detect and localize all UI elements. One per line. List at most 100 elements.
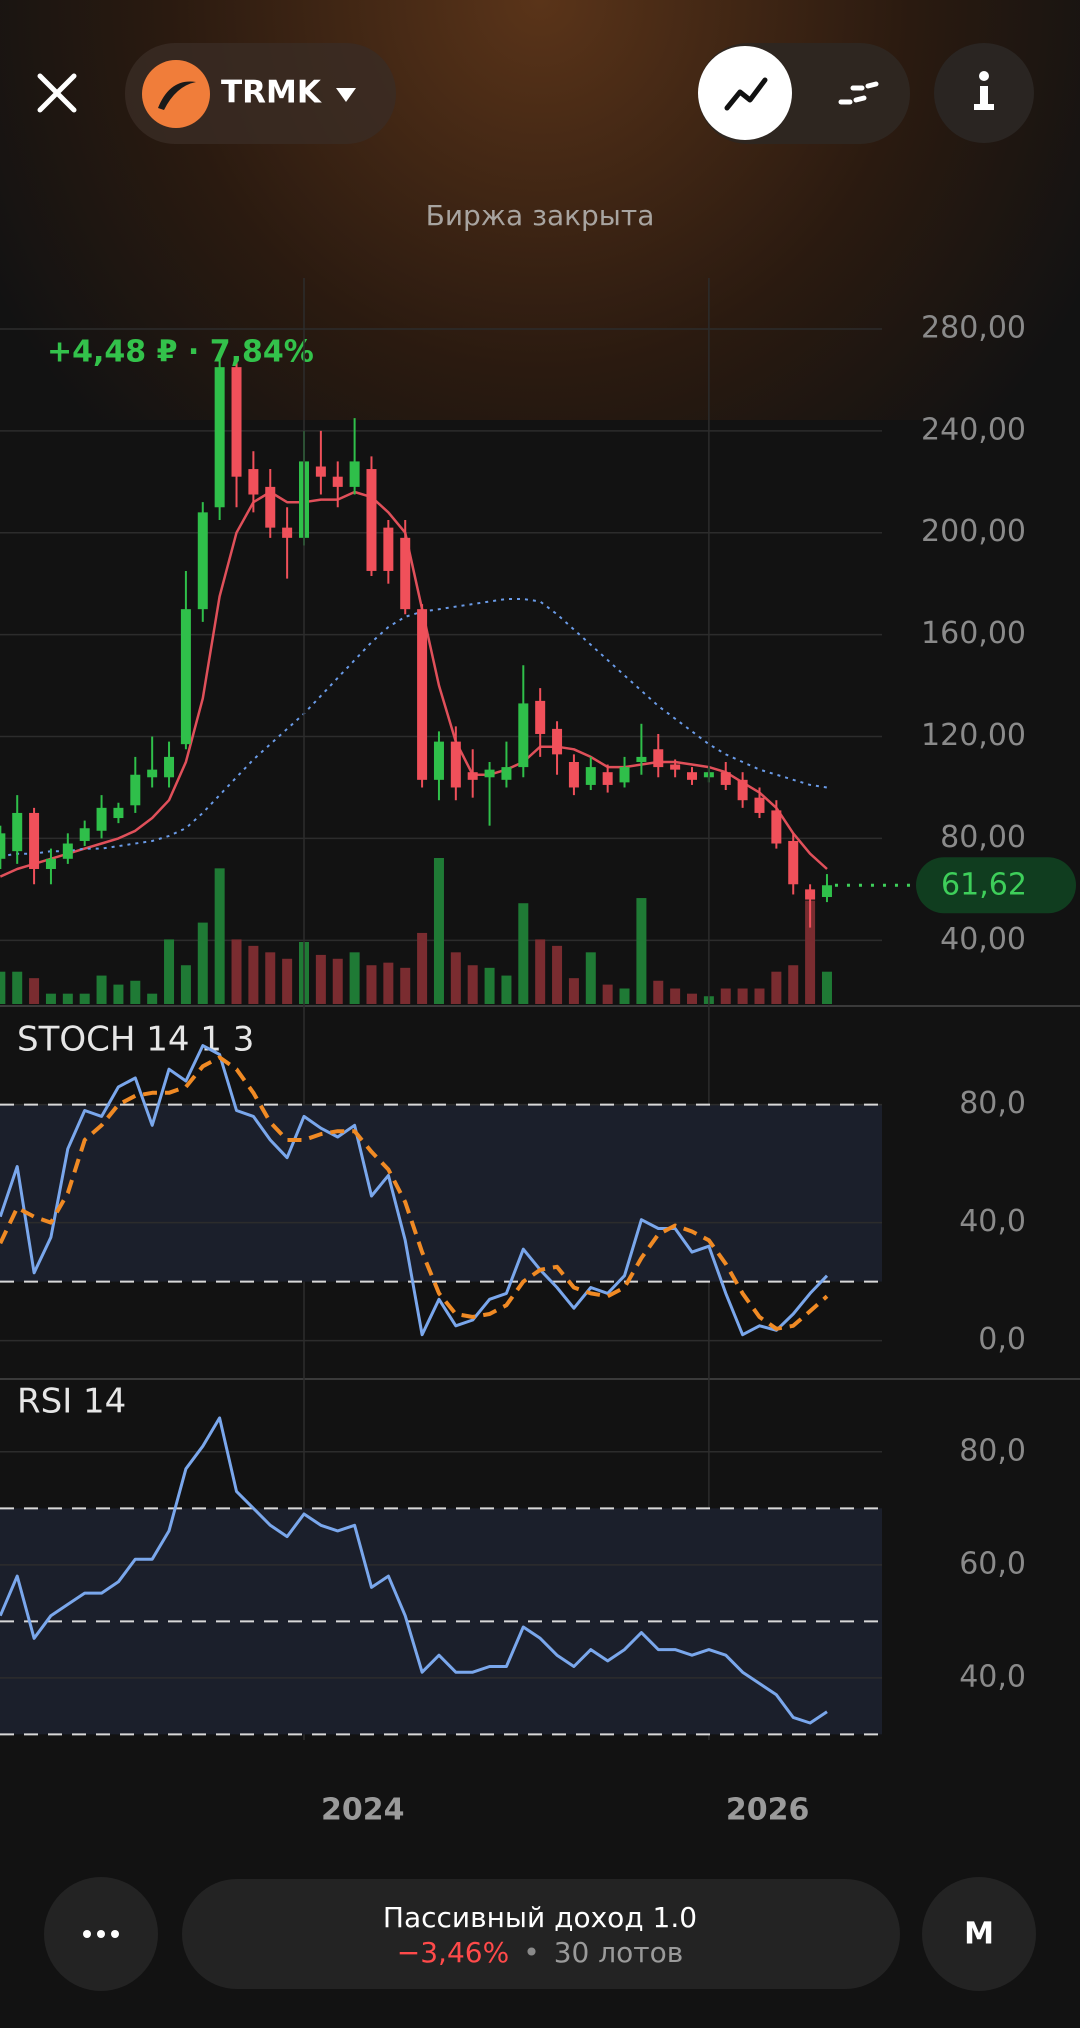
indicator-line	[0, 1055, 829, 1331]
candle-body	[62, 843, 73, 859]
timeframe-button[interactable]: M	[922, 1877, 1036, 1991]
ticker-selector[interactable]: TRMK	[125, 43, 396, 144]
candle-body	[501, 767, 512, 780]
candle-body	[366, 469, 377, 571]
last-price-label: 61,62	[941, 868, 1027, 903]
candle-body	[720, 772, 731, 785]
candle-body	[602, 772, 613, 785]
volume-bar	[197, 922, 208, 1004]
candle-body	[619, 767, 630, 783]
volume-bar	[0, 971, 6, 1004]
volume-bar	[585, 952, 596, 1004]
strategy-button[interactable]: Пассивный доход 1.0 −3,46% • 30 лотов	[182, 1879, 900, 1989]
panel-title: RSI 14	[17, 1382, 126, 1422]
x-tick-label: 2026	[726, 1793, 810, 1828]
candle-body	[670, 764, 681, 770]
candle-body	[687, 772, 698, 780]
volume-bar	[12, 971, 23, 1004]
volume-bar	[720, 988, 731, 1004]
volume-bar	[332, 958, 343, 1004]
candle-body	[450, 741, 461, 788]
volume-bar	[164, 939, 175, 1004]
volume-bar	[619, 988, 630, 1004]
candle-body	[265, 486, 276, 528]
volume-bar	[771, 971, 782, 1004]
y-tick-label: 40,0	[959, 1204, 1026, 1239]
candle-body	[29, 812, 40, 869]
close-button[interactable]	[37, 73, 77, 113]
candle-body	[737, 779, 748, 801]
candle-body	[96, 807, 107, 831]
y-tick-label: 120,00	[921, 718, 1026, 753]
volume-bar	[484, 967, 495, 1004]
candle-body	[164, 756, 175, 778]
y-tick-label: 240,00	[921, 412, 1026, 447]
volume-bar	[433, 858, 444, 1004]
volume-bar	[450, 952, 461, 1004]
volume-bar	[417, 932, 428, 1004]
candle-body	[231, 367, 242, 477]
volume-bar	[147, 993, 158, 1004]
candle-body	[518, 703, 529, 768]
volume-bar	[366, 965, 377, 1004]
candle-body	[535, 700, 546, 734]
strategy-change: −3,46%	[397, 1936, 509, 1969]
volume-bar	[754, 988, 765, 1004]
x-tick-label: 2024	[321, 1793, 405, 1828]
volume-bar	[248, 945, 259, 1004]
candle-body	[821, 885, 832, 898]
y-tick-label: 40,0	[959, 1659, 1026, 1694]
candle-body	[180, 609, 191, 745]
volume-bar	[568, 978, 579, 1004]
candle-body	[0, 833, 6, 859]
candle-body	[383, 527, 394, 571]
volume-bar	[130, 980, 141, 1004]
volume-bar	[180, 965, 191, 1004]
volume-bar	[383, 962, 394, 1004]
volume-bar	[602, 984, 613, 1004]
volume-bar	[62, 993, 73, 1004]
volume-bar	[670, 988, 681, 1004]
strategy-name: Пассивный доход 1.0	[383, 1901, 697, 1934]
candle-body	[130, 774, 141, 806]
chart-area: 280,00240,00200,00160,00120,0080,0040,00…	[0, 278, 1080, 1828]
candle-body	[400, 537, 411, 610]
candle-body	[282, 527, 293, 538]
y-tick-label: 40,00	[940, 922, 1026, 957]
candle-body	[147, 769, 158, 778]
candle-body	[653, 749, 664, 768]
volume-bar	[79, 993, 90, 1004]
y-tick-label: 160,00	[921, 616, 1026, 651]
volume-bar	[788, 965, 799, 1004]
volume-bar	[29, 978, 40, 1004]
price-change: +4,48 ₽ · 7,84%	[47, 335, 314, 370]
candle-body	[45, 858, 56, 869]
candle-body	[636, 756, 647, 762]
strategy-lots: 30 лотов	[554, 1936, 684, 1969]
candle-body	[484, 769, 495, 778]
candle-body	[417, 609, 428, 780]
volume-bar	[231, 939, 242, 1004]
volume-bar	[315, 954, 326, 1004]
y-tick-label: 80,0	[959, 1086, 1026, 1121]
volume-bar	[805, 900, 816, 1004]
view-toggle[interactable]	[698, 43, 910, 144]
volume-bar	[552, 945, 563, 1004]
volume-bar	[400, 967, 411, 1004]
candle-body	[197, 512, 208, 610]
candle-body	[113, 807, 124, 819]
strategy-stats: −3,46% • 30 лотов	[397, 1936, 683, 1969]
volume-bar	[96, 975, 107, 1004]
candle-body	[805, 889, 816, 900]
candle-body	[332, 476, 343, 487]
volume-bar	[349, 952, 360, 1004]
info-button[interactable]	[934, 43, 1034, 143]
more-button[interactable]	[44, 1877, 158, 1991]
candle-body	[214, 367, 225, 508]
y-tick-label: 60,0	[959, 1546, 1026, 1581]
volume-bar	[821, 971, 832, 1004]
candle-body	[788, 840, 799, 885]
indicator-line	[0, 1044, 829, 1337]
y-tick-label: 80,0	[959, 1433, 1026, 1468]
